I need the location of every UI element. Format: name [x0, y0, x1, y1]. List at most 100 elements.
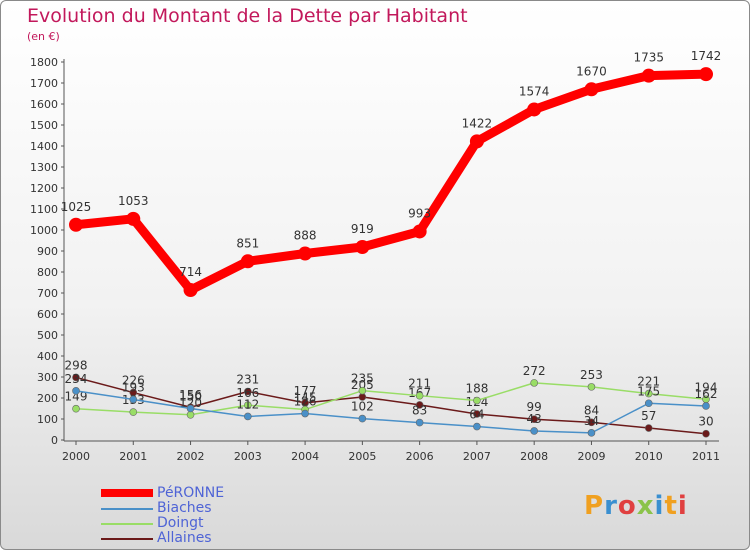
y-tick-label: 0 — [51, 434, 58, 447]
series-line-peronne — [71, 69, 711, 295]
data-point-biaches — [644, 399, 653, 408]
data-point-peronne — [126, 211, 141, 226]
data-point-doingt — [129, 408, 138, 416]
data-point-biaches — [415, 418, 424, 427]
data-point-doingt — [358, 386, 367, 395]
series-line-biaches — [75, 390, 707, 434]
y-tick-label: 1300 — [30, 161, 58, 174]
data-point-peronne — [412, 224, 427, 239]
data-label-doingt: 149 — [65, 390, 88, 404]
x-tick-label: 2005 — [348, 450, 376, 463]
data-point-peronne — [183, 283, 198, 298]
data-point-allaines — [473, 410, 481, 418]
logo-letter: t — [664, 491, 678, 521]
y-tick-label: 100 — [37, 413, 58, 426]
logo-letter: i — [654, 491, 665, 521]
data-label-allaines: 298 — [65, 358, 88, 372]
x-tick-label: 2004 — [291, 450, 319, 463]
data-label-doingt: 272 — [523, 364, 546, 378]
y-tick-label: 1200 — [30, 182, 58, 195]
y-tick-label: 1100 — [30, 203, 58, 216]
data-label-peronne: 1422 — [462, 116, 493, 130]
data-label-biaches: 64 — [469, 408, 484, 422]
legend-swatch-allaines — [101, 538, 153, 540]
y-tick-label: 1800 — [30, 56, 58, 69]
data-label-allaines: 226 — [122, 374, 145, 388]
data-label-allaines: 205 — [351, 378, 374, 392]
data-point-doingt — [244, 401, 252, 409]
data-label-biaches: 150 — [179, 390, 202, 404]
x-tick-label: 2007 — [463, 450, 491, 463]
data-point-allaines — [587, 418, 596, 427]
data-label-allaines: 57 — [641, 409, 656, 423]
legend-label-doingt: Doingt — [157, 515, 204, 531]
data-label-biaches: 83 — [412, 404, 427, 418]
data-label-peronne: 919 — [351, 222, 374, 236]
data-label-biaches: 162 — [695, 387, 718, 401]
data-label-doingt: 235 — [351, 372, 374, 386]
data-label-peronne: 851 — [236, 236, 259, 250]
data-label-biaches: 34 — [584, 414, 599, 428]
y-tick-label: 900 — [37, 245, 58, 258]
data-label-peronne: 1735 — [633, 51, 664, 65]
data-point-peronne — [69, 217, 83, 232]
data-label-biaches: 43 — [527, 412, 542, 426]
data-label-doingt: 194 — [695, 380, 718, 394]
data-point-peronne — [355, 240, 370, 255]
x-tick-label: 2006 — [406, 450, 434, 463]
unit-label: (en €) — [27, 30, 60, 43]
data-label-doingt: 221 — [637, 375, 660, 389]
data-label-allaines: 156 — [179, 388, 202, 402]
data-point-doingt — [186, 410, 195, 419]
series-line-doingt — [75, 382, 707, 416]
x-tick-label: 2000 — [62, 450, 90, 463]
y-tick-label: 500 — [37, 329, 58, 342]
data-point-peronne — [240, 254, 255, 269]
data-label-peronne: 1025 — [61, 200, 92, 214]
data-point-peronne — [584, 82, 599, 97]
data-label-allaines: 99 — [527, 400, 542, 414]
data-point-biaches — [530, 427, 538, 435]
logo-letter: i — [677, 491, 688, 521]
y-tick-label: 700 — [37, 287, 58, 300]
data-label-peronne: 993 — [408, 206, 431, 220]
series-line-allaines — [75, 376, 707, 435]
data-label-doingt: 120 — [179, 396, 202, 410]
data-point-allaines — [530, 415, 538, 424]
data-point-peronne — [298, 246, 313, 261]
y-tick-label: 200 — [37, 392, 58, 405]
data-point-peronne — [527, 102, 542, 117]
data-label-doingt: 253 — [580, 368, 603, 382]
data-point-allaines — [644, 424, 653, 432]
data-label-peronne: 1053 — [118, 194, 149, 208]
data-label-allaines: 231 — [236, 372, 259, 386]
data-label-biaches: 126 — [294, 395, 317, 409]
data-label-allaines: 177 — [294, 384, 317, 398]
x-tick-label: 2009 — [577, 450, 605, 463]
data-label-doingt: 188 — [465, 382, 488, 396]
legend-swatch-peronne — [101, 489, 153, 497]
data-point-allaines — [244, 387, 252, 396]
x-tick-label: 2010 — [635, 450, 663, 463]
data-label-peronne: 714 — [179, 265, 202, 279]
data-point-biaches — [244, 412, 252, 421]
y-tick-label: 1400 — [30, 140, 58, 153]
data-point-biaches — [473, 422, 481, 431]
logo-letter: r — [604, 491, 618, 521]
logo-letter: P — [584, 491, 605, 521]
y-tick-label: 1500 — [30, 119, 58, 132]
data-point-doingt — [473, 396, 481, 405]
data-point-allaines — [415, 401, 424, 409]
data-point-doingt — [587, 383, 596, 391]
data-label-doingt: 166 — [236, 386, 259, 400]
y-tick-label: 800 — [37, 266, 58, 279]
y-tick-label: 1700 — [30, 77, 58, 90]
data-point-doingt — [644, 389, 653, 398]
data-label-peronne: 888 — [294, 229, 317, 243]
data-label-biaches: 112 — [236, 397, 259, 411]
data-point-biaches — [129, 395, 138, 404]
data-point-biaches — [587, 429, 596, 437]
logo-letter: x — [636, 491, 655, 521]
